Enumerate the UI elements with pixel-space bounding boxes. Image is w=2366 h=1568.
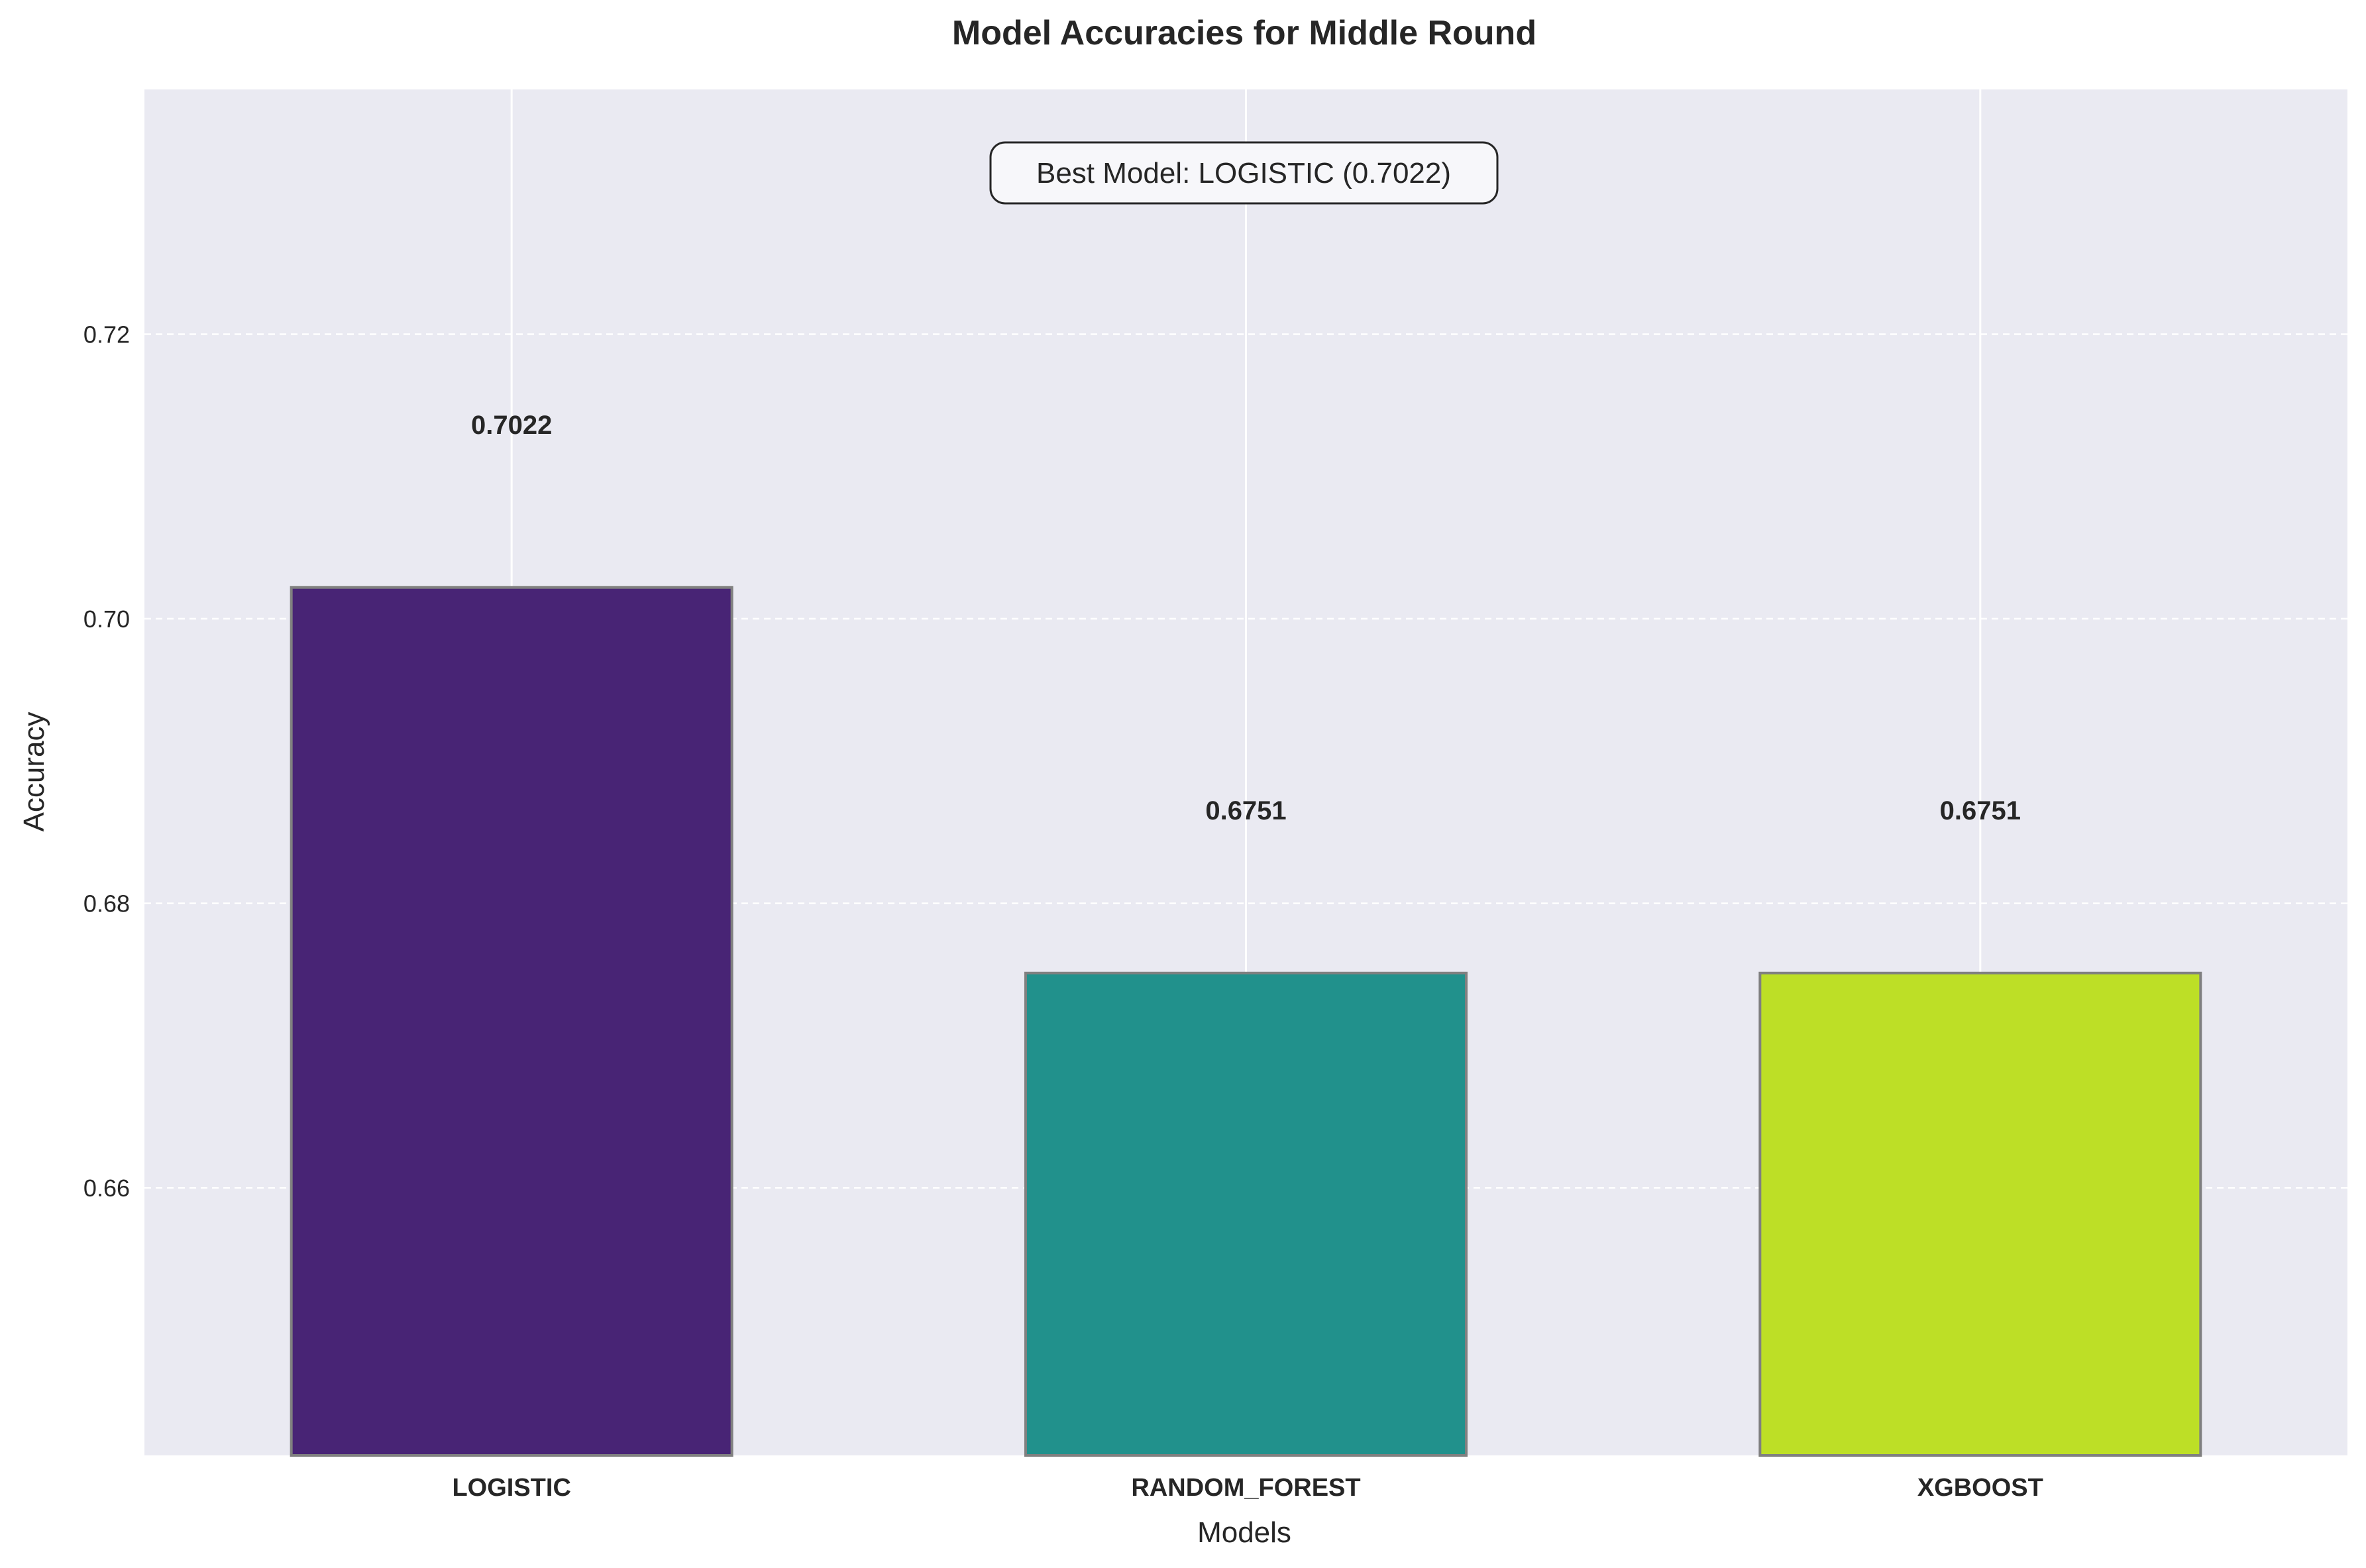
- y-axis-label: Accuracy: [18, 712, 50, 832]
- bar-value-label: 0.6751: [1205, 796, 1286, 825]
- x-category-label: LOGISTIC: [452, 1474, 570, 1502]
- x-category-label: XGBOOST: [1917, 1474, 2043, 1502]
- bar-value-label: 0.7022: [471, 411, 552, 440]
- bar-xgboost: [1758, 971, 2202, 1457]
- y-tick-label: 0.72: [83, 321, 130, 348]
- bar-value-label: 0.6751: [1940, 796, 2021, 825]
- x-axis-label: Models: [1197, 1516, 1291, 1549]
- y-tick-label: 0.70: [83, 605, 130, 633]
- value-labels: 0.7022 0.6751 0.6751: [471, 411, 2021, 825]
- annotation-box: [989, 141, 1499, 205]
- x-axis-categories: LOGISTIC RANDOM_FOREST XGBOOST: [452, 1474, 2043, 1502]
- annotation-text: Best Model: LOGISTIC (0.7022): [1036, 157, 1451, 189]
- y-tick-label: 0.68: [83, 890, 130, 917]
- bar-logistic: [290, 586, 733, 1457]
- y-tick-label: 0.66: [83, 1175, 130, 1202]
- bars: [290, 586, 2202, 1457]
- x-category-label: RANDOM_FOREST: [1131, 1474, 1360, 1502]
- bar-random-forest: [1024, 971, 1468, 1457]
- best-model-annotation: Best Model: LOGISTIC (0.7022): [989, 141, 1499, 205]
- chart-title: Model Accuracies for Middle Round: [952, 14, 1536, 52]
- y-axis-ticks: 0.66 0.68 0.70 0.72: [83, 321, 130, 1202]
